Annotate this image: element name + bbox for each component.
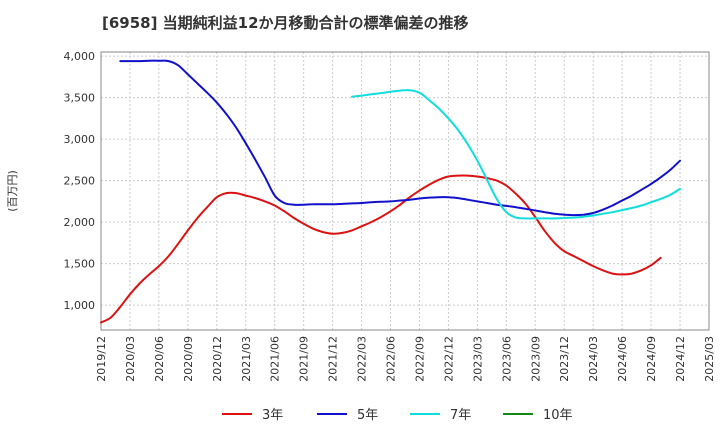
plot-area (101, 52, 709, 330)
plot-border (100, 51, 710, 331)
x-tick-label: 2021/06 (269, 336, 282, 382)
legend-label-3: 7年 (450, 408, 471, 423)
x-tick-label: 2024/09 (645, 336, 658, 382)
x-tick-label: 2020/06 (153, 336, 166, 382)
x-tick-label: 2024/12 (674, 336, 687, 382)
y-tick-label: 1,500 (64, 258, 96, 271)
x-tick-label: 2024/03 (587, 336, 600, 382)
y-tick-label: 3,000 (64, 133, 96, 146)
legend-label-1: 3年 (262, 408, 283, 423)
x-tick-label: 2022/09 (413, 336, 426, 382)
x-tick-label: 2023/06 (500, 336, 513, 382)
x-tick-label: 2020/09 (182, 336, 195, 382)
x-tick-label: 2022/06 (385, 336, 398, 382)
y-tick-label: 4,000 (64, 50, 96, 63)
series-line-3 (350, 89, 681, 220)
x-tick-label: 2023/09 (529, 336, 542, 382)
x-tick-label: 2023/12 (558, 336, 571, 382)
legend-label-2: 5年 (357, 408, 378, 423)
x-tick-label: 2021/12 (327, 336, 340, 382)
y-tick-label: 2,500 (64, 175, 96, 188)
y-axis-label: (百万円) (6, 170, 19, 212)
y-tick-label: 3,500 (64, 92, 96, 105)
series-line-2 (119, 59, 681, 217)
y-tick-label: 1,000 (64, 299, 96, 312)
series-line-1 (100, 174, 662, 324)
x-tick-label: 2025/03 (703, 336, 716, 382)
x-tick-label: 2022/12 (442, 336, 455, 382)
x-tick-label: 2023/03 (471, 336, 484, 382)
x-tick-label: 2019/12 (95, 336, 108, 382)
chart-title: [6958] 当期純利益12か月移動合計の標準偏差の推移 (102, 14, 469, 32)
x-tick-label: 2024/06 (616, 336, 629, 382)
x-tick-label: 2021/09 (298, 336, 311, 382)
x-tick-label: 2020/12 (211, 336, 224, 382)
legend-label-4: 10年 (543, 408, 573, 423)
x-tick-label: 2021/03 (240, 336, 253, 382)
x-tick-label: 2020/03 (124, 336, 137, 382)
x-tick-label: 2022/03 (356, 336, 369, 382)
y-tick-label: 2,000 (64, 216, 96, 229)
